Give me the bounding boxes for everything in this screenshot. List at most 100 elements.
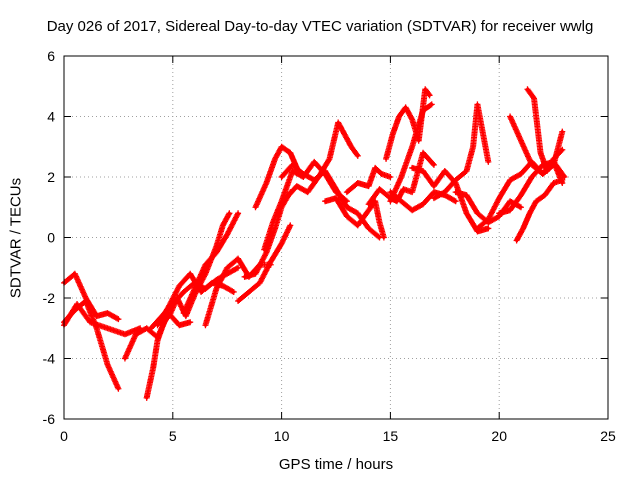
data-point: [454, 199, 458, 203]
data-point: [312, 160, 316, 164]
data-point: [421, 108, 425, 112]
data-point: [343, 133, 347, 137]
data-point: [532, 96, 536, 100]
data-point: [214, 278, 218, 282]
data-point: [290, 163, 294, 167]
data-point: [236, 299, 240, 303]
data-point: [280, 242, 284, 246]
data-point: [95, 314, 99, 318]
data-point: [106, 311, 110, 315]
series-track-30: [507, 113, 566, 177]
data-point: [454, 190, 458, 194]
series-track-16: [282, 119, 361, 202]
data-point: [410, 118, 414, 122]
data-point: [521, 226, 525, 230]
data-point: [373, 166, 377, 170]
data-point: [530, 163, 534, 167]
data-point: [399, 199, 403, 203]
data-point: [388, 190, 392, 194]
data-point: [203, 323, 207, 327]
data-point: [210, 281, 214, 285]
data-point: [280, 145, 284, 149]
data-point: [475, 102, 479, 106]
data-point: [221, 223, 225, 227]
data-point: [236, 266, 240, 270]
data-point: [508, 115, 512, 118]
data-point: [253, 205, 257, 209]
data-point: [295, 184, 299, 188]
data-point: [384, 157, 388, 161]
x-tick-label: 20: [491, 428, 507, 444]
data-point: [356, 223, 360, 227]
data-point: [175, 296, 179, 300]
data-point: [378, 236, 382, 239]
data-point: [317, 175, 321, 179]
series-track-7: [154, 270, 237, 329]
data-point: [306, 190, 310, 194]
data-point: [145, 396, 149, 400]
data-point: [301, 172, 305, 176]
data-point: [497, 196, 501, 200]
series-markers: [343, 164, 394, 196]
data-point: [399, 175, 403, 179]
data-point: [410, 208, 414, 212]
data-point: [182, 290, 186, 294]
y-tick-label: -4: [43, 351, 56, 367]
data-point: [271, 220, 275, 224]
data-point: [543, 193, 547, 197]
data-point: [432, 184, 436, 188]
data-point: [432, 190, 436, 194]
data-point: [367, 226, 371, 230]
data-point: [508, 178, 512, 182]
y-tick-label: -6: [43, 411, 56, 427]
data-point: [552, 181, 556, 185]
data-point: [188, 272, 192, 276]
data-point: [373, 199, 377, 203]
data-point: [75, 302, 79, 306]
data-point: [284, 196, 288, 200]
data-point: [519, 193, 523, 197]
data-point: [84, 299, 88, 303]
data-point: [199, 290, 203, 294]
grid-lines: [64, 56, 608, 419]
series-markers: [513, 177, 566, 244]
data-point: [184, 314, 188, 318]
series-track-15: [278, 161, 383, 241]
data-point: [486, 226, 490, 230]
data-point: [378, 220, 382, 224]
x-tick-label: 25: [600, 428, 616, 444]
data-point: [508, 208, 512, 212]
data-point: [145, 326, 149, 330]
data-point: [560, 181, 564, 185]
data-point: [410, 145, 414, 149]
data-point: [225, 232, 229, 236]
data-point: [336, 121, 340, 125]
data-point: [106, 326, 110, 330]
data-point: [519, 172, 523, 176]
data-point: [432, 163, 436, 167]
data-point: [258, 281, 262, 285]
data-point: [486, 217, 490, 221]
data-point: [454, 178, 458, 182]
data-point: [149, 326, 153, 330]
series-track-3: [61, 301, 144, 338]
data-point: [203, 272, 207, 276]
axis-ticks: 0 5 10 15 20 25 -6 -4 -2 0 2 4 6: [43, 48, 616, 444]
data-point: [253, 272, 257, 276]
data-point: [380, 172, 384, 176]
data-point: [247, 290, 251, 294]
data-point: [264, 251, 268, 255]
data-point: [560, 130, 564, 134]
series-track-27: [496, 158, 568, 217]
data-point: [471, 145, 475, 149]
series-track-28: [513, 177, 566, 244]
data-point: [539, 151, 543, 155]
data-point: [349, 145, 353, 149]
data-point: [432, 196, 436, 200]
data-point: [334, 196, 338, 200]
data-point: [391, 133, 395, 137]
data-point: [515, 239, 519, 243]
x-axis-label: GPS time / hours: [278, 456, 394, 473]
series-track-17: [322, 195, 387, 241]
data-point: [134, 332, 138, 336]
